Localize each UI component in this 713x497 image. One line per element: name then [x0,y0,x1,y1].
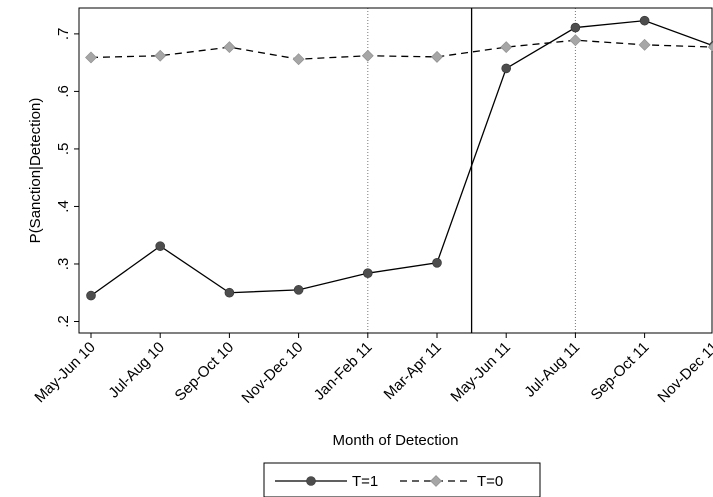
data-point [293,285,304,295]
legend-marker-t1 [306,476,316,486]
y-tick-label: .3 [55,258,72,271]
data-point [154,49,167,62]
x-axis-title: Month of Detection [333,432,459,449]
series-line [90,19,713,297]
x-tick-label: May-Jun 11 [447,339,514,406]
data-point [362,268,373,278]
data-point [431,50,443,63]
y-axis-title: P(Sanction|Detection) [27,98,44,244]
data-point [569,34,582,47]
data-point [707,41,713,53]
data-point [432,258,442,268]
x-tick-label: Mar-Apr 11 [381,339,445,403]
legend-label-t1: T=1 [352,473,378,490]
x-tick-label: May-Jun 10 [31,339,98,406]
y-tick-label: .7 [55,28,72,41]
series-t1 [86,15,713,301]
data-point [223,41,236,54]
y-tick-label: .6 [55,85,72,98]
data-point [292,53,305,66]
x-tick-label: Nov-Dec 10 [238,339,306,407]
x-tick-label: Jan-Feb 11 [311,339,376,404]
data-point [85,51,97,64]
data-point [639,15,650,26]
data-point [86,290,96,301]
series-group [85,15,713,301]
data-point [361,49,374,62]
x-tick-label: Nov-Dec 11 [654,339,713,406]
axes [78,7,713,334]
y-axis-ticks: .2 .3 .4 .5 .6 .7 [55,28,79,328]
x-axis-ticks: May-Jun 10 Jul-Aug 10 Sep-Oct 10 Nov-Dec 10… [31,333,713,407]
plot-frame [78,7,713,334]
data-point [500,41,513,54]
x-tick-label: Jul-Aug 11 [521,339,583,401]
x-tick-label: Sep-Oct 11 [588,339,653,404]
data-point [501,63,512,74]
y-tick-label: .4 [55,200,72,213]
data-point [570,22,581,33]
reference-lines [367,8,576,333]
legend: T=1 T=0 [263,462,541,497]
y-tick-label: .5 [55,143,72,156]
y-tick-label: .2 [55,315,72,328]
data-point [155,241,165,251]
x-tick-label: Jul-Aug 10 [105,339,168,402]
x-tick-label: Sep-Oct 10 [172,339,238,405]
data-point [224,287,235,298]
series-t0 [85,34,713,66]
data-point [638,38,651,51]
legend-label-t0: T=0 [477,473,503,490]
series-line [90,39,713,60]
legend-marker-t0 [430,475,442,487]
